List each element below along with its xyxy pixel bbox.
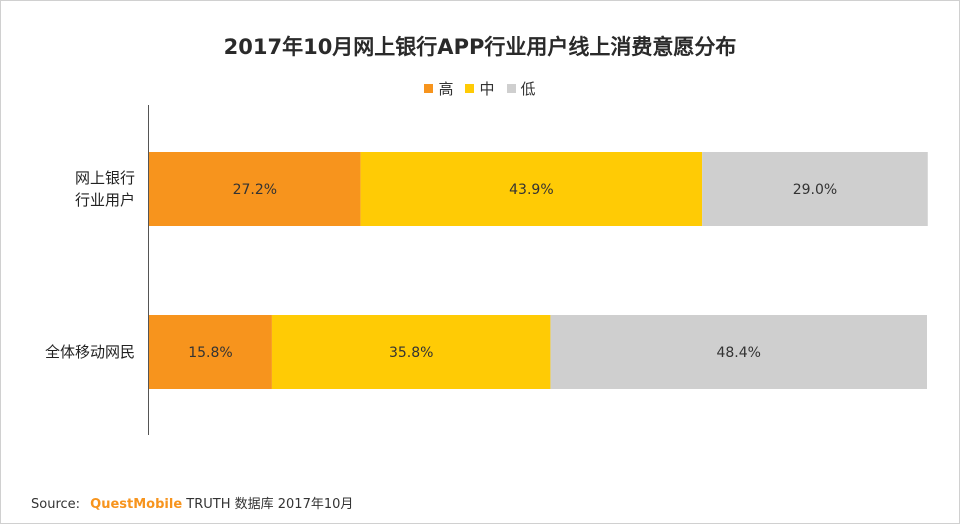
category-label: 网上银行行业用户 [75,169,135,209]
legend-swatch-mid [465,84,475,93]
source-text: TRUTH 数据库 2017年10月 [186,497,354,512]
legend-swatch-low [506,84,516,93]
legend-label-high: 高 [438,80,454,98]
source-note: Source: QuestMobile TRUTH 数据库 2017年10月 [31,493,353,512]
legend-label-low: 低 [520,80,536,98]
legend-item-mid: 中 [465,78,495,99]
category-label: 全体移动网民 [45,343,135,361]
source-prefix: Source: [31,497,81,512]
bar-segment-low [702,152,928,226]
data-label: 48.4% [716,345,760,361]
data-label: 35.8% [389,345,433,361]
chart-legend: 高 中 低 [1,78,959,99]
bar-segment-high [149,315,272,389]
data-label: 15.8% [188,345,232,361]
bar-segment-mid [360,152,703,226]
source-brand: QuestMobile [90,497,183,512]
data-label: 43.9% [509,182,553,198]
data-label: 27.2% [233,182,277,198]
bar-segment-mid [271,315,551,389]
legend-item-low: 低 [506,78,536,99]
stacked-bar-chart: 网上银行行业用户 27.2% 43.9% 29.0% 全体移动网民 15.8% 35.8% 4… [45,105,928,435]
bar-segment-high [149,152,361,226]
legend-swatch-high [424,84,434,93]
bar-segment-low [550,315,927,389]
legend-item-high: 高 [424,78,453,99]
data-label: 29.0% [793,182,837,198]
chart-title: 2017年10月网上银行APP行业用户线上消费意愿分布 [223,35,737,59]
legend-label-mid: 中 [479,80,495,98]
